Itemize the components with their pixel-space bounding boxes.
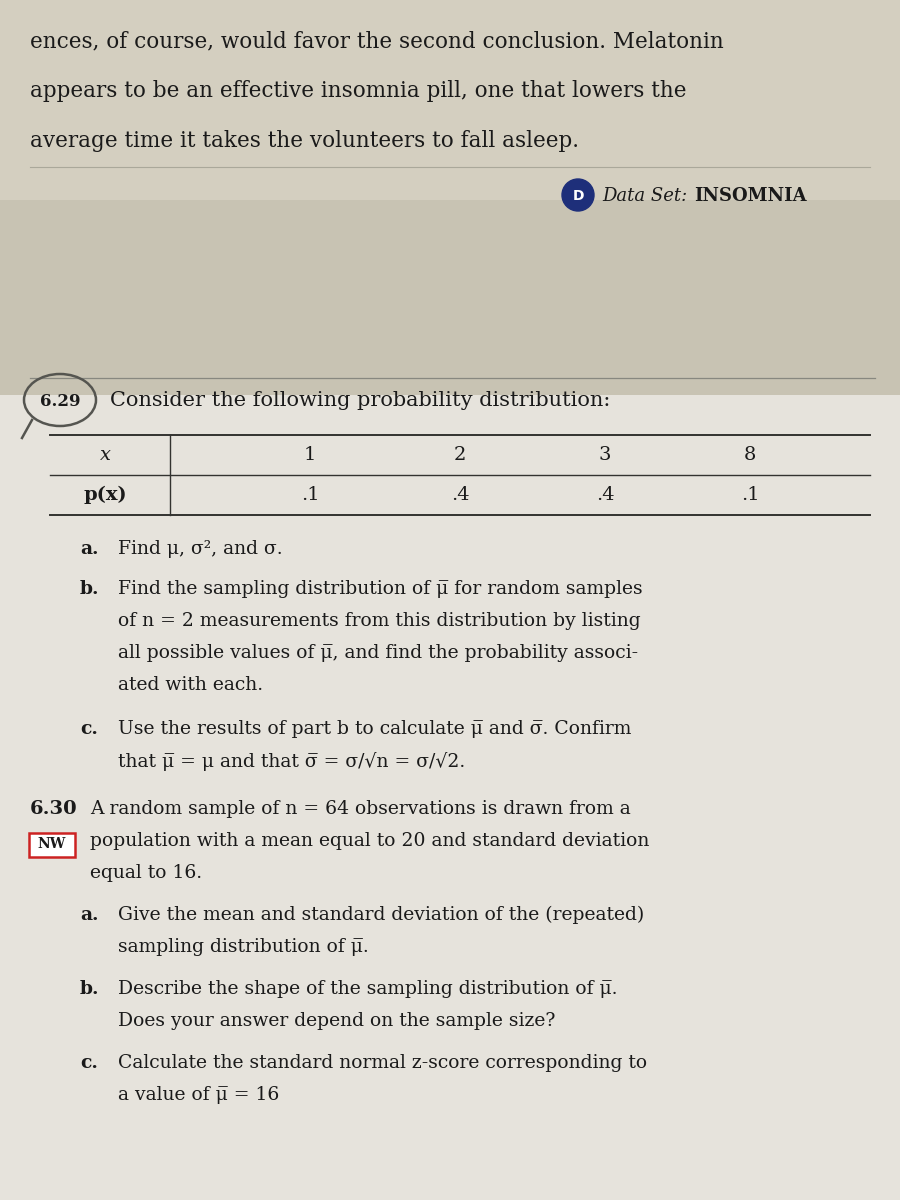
Text: .1: .1 bbox=[741, 486, 760, 504]
Text: INSOMNIA: INSOMNIA bbox=[694, 187, 806, 205]
Text: c.: c. bbox=[80, 720, 98, 738]
Text: Find the sampling distribution of μ̅ for random samples: Find the sampling distribution of μ̅ for… bbox=[118, 580, 643, 598]
Text: .4: .4 bbox=[451, 486, 469, 504]
Polygon shape bbox=[0, 395, 900, 1200]
Polygon shape bbox=[0, 0, 900, 200]
Text: all possible values of μ̅, and find the probability associ-: all possible values of μ̅, and find the … bbox=[118, 644, 638, 662]
Text: b.: b. bbox=[80, 580, 100, 598]
Text: 1: 1 bbox=[304, 446, 316, 464]
Text: 3: 3 bbox=[598, 446, 611, 464]
Text: NW: NW bbox=[38, 838, 67, 851]
Text: ated with each.: ated with each. bbox=[118, 676, 263, 694]
Text: 6.30: 6.30 bbox=[30, 800, 77, 818]
Text: ences, of course, would favor the second conclusion. Melatonin: ences, of course, would favor the second… bbox=[30, 30, 724, 52]
Text: c.: c. bbox=[80, 1054, 98, 1072]
Circle shape bbox=[562, 179, 594, 211]
Text: average time it takes the volunteers to fall asleep.: average time it takes the volunteers to … bbox=[30, 130, 579, 152]
Text: that μ̅ = μ and that σ̅ = σ/√n = σ/√2.: that μ̅ = μ and that σ̅ = σ/√n = σ/√2. bbox=[118, 752, 465, 770]
Text: D: D bbox=[572, 188, 584, 203]
Text: a.: a. bbox=[80, 540, 98, 558]
Text: a.: a. bbox=[80, 906, 98, 924]
Text: b.: b. bbox=[80, 980, 100, 998]
Text: A random sample of n = 64 observations is drawn from a: A random sample of n = 64 observations i… bbox=[90, 800, 631, 818]
Text: Describe the shape of the sampling distribution of μ̅.: Describe the shape of the sampling distr… bbox=[118, 980, 617, 998]
Text: Consider the following probability distribution:: Consider the following probability distr… bbox=[110, 391, 610, 410]
Text: of n = 2 measurements from this distribution by listing: of n = 2 measurements from this distribu… bbox=[118, 612, 641, 630]
Text: p(x): p(x) bbox=[83, 486, 127, 504]
Text: Give the mean and standard deviation of the (repeated): Give the mean and standard deviation of … bbox=[118, 906, 644, 924]
Text: 2: 2 bbox=[454, 446, 466, 464]
Text: 8: 8 bbox=[743, 446, 756, 464]
FancyBboxPatch shape bbox=[29, 833, 75, 857]
Polygon shape bbox=[0, 200, 900, 395]
Text: Data Set:: Data Set: bbox=[602, 187, 693, 205]
Text: Use the results of part b to calculate μ̅ and σ̅. Confirm: Use the results of part b to calculate μ… bbox=[118, 720, 632, 738]
Text: Calculate the standard normal z-score corresponding to: Calculate the standard normal z-score co… bbox=[118, 1054, 647, 1072]
Text: equal to 16.: equal to 16. bbox=[90, 864, 202, 882]
Text: sampling distribution of μ̅.: sampling distribution of μ̅. bbox=[118, 938, 369, 956]
Text: population with a mean equal to 20 and standard deviation: population with a mean equal to 20 and s… bbox=[90, 832, 650, 850]
Text: Find μ, σ², and σ.: Find μ, σ², and σ. bbox=[118, 540, 283, 558]
Text: .4: .4 bbox=[596, 486, 615, 504]
Text: a value of μ̅ = 16: a value of μ̅ = 16 bbox=[118, 1086, 279, 1104]
Text: appears to be an effective insomnia pill, one that lowers the: appears to be an effective insomnia pill… bbox=[30, 80, 687, 102]
Text: 6.29: 6.29 bbox=[40, 392, 80, 409]
Text: .1: .1 bbox=[301, 486, 320, 504]
Text: Does your answer depend on the sample size?: Does your answer depend on the sample si… bbox=[118, 1012, 555, 1030]
Text: x: x bbox=[100, 446, 111, 464]
